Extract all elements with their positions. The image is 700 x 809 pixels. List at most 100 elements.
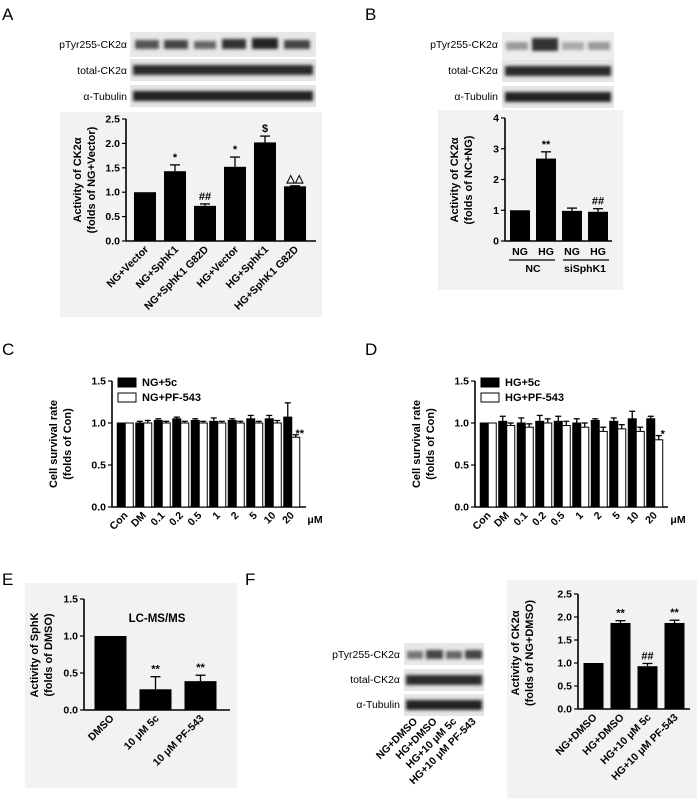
bar-hg-10-m-5c — [637, 666, 658, 709]
bar-series-1 — [590, 419, 600, 508]
y-tick-label: 3 — [493, 143, 499, 155]
bar-ng-dmso — [583, 663, 604, 709]
blot-label-total-ck2a: total-CK2α — [77, 65, 127, 77]
bar-series-2 — [235, 422, 245, 508]
y-tick-label: 0.0 — [557, 704, 572, 716]
x-tick-label: 20 — [280, 510, 297, 527]
bar-ng-vector — [134, 192, 156, 241]
x-tick-label: 2 — [229, 510, 242, 523]
x-tick-label: Con — [470, 510, 493, 533]
y-tick-label: 0.5 — [105, 211, 120, 223]
y-tick-label: 1.0 — [454, 418, 469, 430]
blot-label-total-ck2a: total-CK2α — [448, 65, 498, 77]
bar-series-1 — [209, 420, 219, 508]
x-unit-label: μM — [307, 514, 322, 526]
significance-mark: ** — [670, 607, 679, 619]
significance-mark: ** — [151, 664, 160, 676]
blot-strip — [404, 643, 484, 665]
bar-series-1 — [246, 418, 256, 508]
y-tick-label: 2.5 — [557, 589, 572, 601]
y-tick-label: 1.5 — [63, 594, 78, 606]
bar-ng — [562, 210, 582, 241]
y-tick-label: 0.5 — [454, 460, 469, 472]
x-tick-label: NG — [564, 246, 580, 258]
y-tick-label: 0.0 — [63, 705, 78, 717]
x-tick-label: 1 — [573, 510, 586, 523]
bar-hg-10-m-pf-543 — [664, 622, 685, 709]
bar-series-1 — [553, 420, 563, 508]
legend-label: HG+PF-543 — [505, 392, 564, 404]
bar-series-2 — [617, 428, 627, 508]
bar-series-2 — [272, 422, 282, 508]
bar-series-2 — [217, 422, 227, 508]
legend-label: NG+5c — [142, 377, 177, 389]
bar-series-1 — [627, 418, 637, 508]
bar-10-m-5c — [139, 689, 172, 710]
bar-ng-sphk1-g82d — [194, 205, 216, 241]
y-tick-label: 1.0 — [91, 418, 106, 430]
bar-series-1 — [135, 422, 145, 508]
panel-background — [60, 112, 322, 317]
x-tick-label: DM — [129, 509, 149, 529]
bar-series-1 — [264, 418, 274, 508]
chart-b: 0 1 2 3 4 Activity of CK2α (folds of NC+NG) NG *… — [438, 110, 623, 290]
blot-label-tubulin: α-Tubulin — [454, 91, 498, 103]
x-tick-label: 0.1 — [149, 510, 168, 529]
bar-10-m-pf-543 — [184, 681, 217, 710]
legend-swatch — [480, 392, 500, 403]
y-tick-label: 1.0 — [105, 187, 120, 199]
blot-group-b: pTyr255-CK2α total-CK2α α-Tubulin — [430, 32, 614, 108]
chart-c: 0.0 0.5 1.0 1.5 Cell survival rate (folds of … — [48, 376, 323, 533]
legend-swatch — [117, 377, 137, 388]
y-axis-label: Cell survival rate — [48, 400, 60, 488]
y-tick-label: 2.0 — [557, 612, 572, 624]
x-tick-label: NG — [512, 246, 528, 258]
significance-mark: ## — [199, 191, 211, 203]
y-tick-label: 0.0 — [454, 502, 469, 514]
y-axis-label: Activity of SphK — [29, 612, 41, 697]
legend-label: HG+5c — [505, 377, 540, 389]
bar-series-2 — [161, 422, 171, 508]
y-axis-label: (folds of NG+DMSO) — [524, 600, 536, 706]
bar-dmso — [94, 636, 127, 710]
panel-label-c: C — [2, 340, 14, 359]
legend-swatch — [480, 377, 500, 388]
bar-hg-dmso — [610, 622, 631, 709]
legend-label: NG+PF-543 — [142, 392, 201, 404]
significance-mark: ** — [542, 139, 551, 151]
x-unit-label: μM — [670, 514, 685, 526]
y-axis-label: Activity of CK2α — [72, 137, 84, 222]
group-label-sisphk1: siSphK1 — [564, 263, 606, 275]
x-tick-label: HG — [590, 246, 606, 258]
significance-mark: * — [661, 429, 666, 441]
x-tick-label: 20 — [643, 510, 660, 527]
bar-series-1 — [498, 420, 508, 508]
bar-hg — [588, 211, 608, 241]
significance-mark: ## — [641, 650, 653, 662]
y-tick-label: 0.5 — [63, 668, 78, 680]
bar-hg-vector — [224, 166, 246, 241]
bar-series-1 — [516, 422, 526, 508]
y-axis-label: (folds of Con) — [425, 408, 437, 480]
bar-series-2 — [143, 422, 153, 508]
bar-series-1 — [153, 419, 163, 508]
x-tick-label: 10 — [262, 510, 279, 527]
bar-series-2 — [635, 430, 645, 508]
y-tick-label: 0.0 — [91, 502, 106, 514]
chart-d: 0.0 0.5 1.0 1.5 Cell survival rate (folds of … — [411, 376, 686, 533]
significance-mark: ** — [616, 608, 625, 620]
bar-series-1 — [572, 422, 582, 508]
y-axis-label: Activity of CK2α — [449, 137, 461, 222]
y-tick-label: 1 — [493, 205, 499, 217]
blot-label-tubulin: α-Tubulin — [356, 699, 400, 711]
bar-series-1 — [116, 422, 126, 508]
bar-hg-sphk1 — [254, 142, 276, 241]
y-axis-label: Cell survival rate — [411, 400, 423, 488]
y-tick-label: 1.5 — [105, 162, 120, 174]
panel-label-b: B — [365, 5, 376, 24]
y-axis-label: (folds of NC+NG) — [463, 135, 475, 224]
x-tick-label: 0.1 — [512, 510, 531, 529]
y-tick-label: 2.5 — [105, 114, 120, 126]
x-tick-label: 10 — [625, 510, 642, 527]
x-tick-label: 0.2 — [530, 510, 549, 529]
